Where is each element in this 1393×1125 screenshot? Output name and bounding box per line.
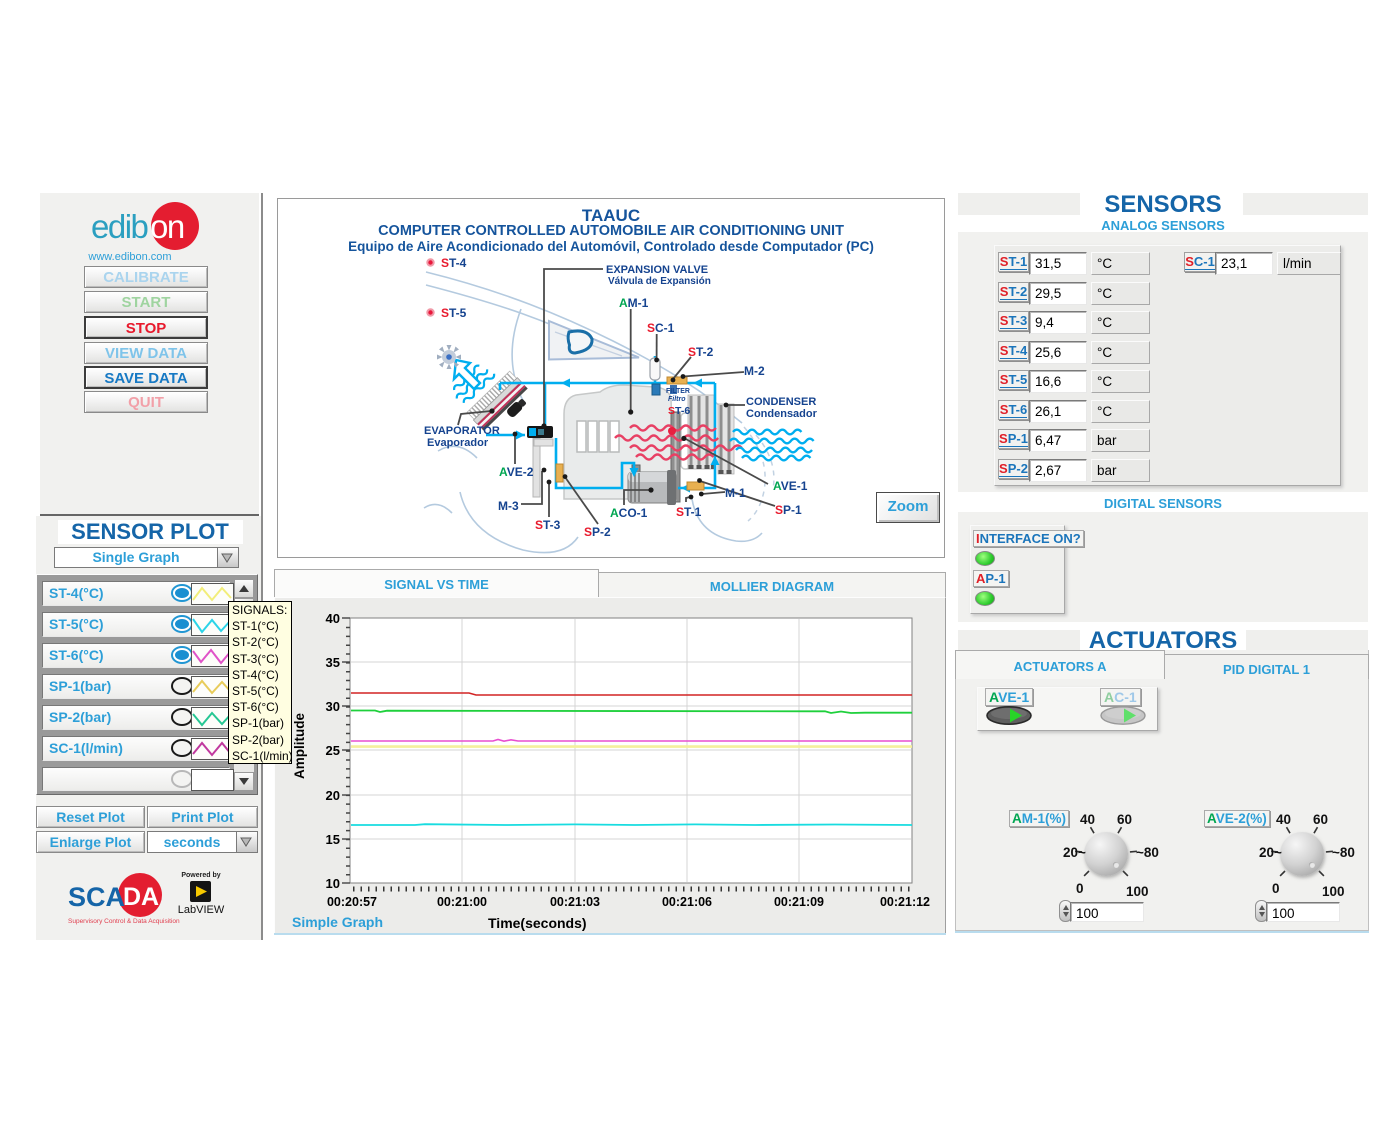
svg-text:SP-1: SP-1 [775,503,802,517]
svg-text:M-1: M-1 [725,486,746,500]
svg-text:Supervisory Control & Data Acq: Supervisory Control & Data Acquisition [68,918,180,925]
svg-text:ST-5: ST-5 [441,306,467,320]
svg-text:SP-2: SP-2 [584,525,611,539]
svg-text:ST-2: ST-2 [688,345,714,359]
svg-text:Time(seconds): Time(seconds) [488,915,587,931]
svg-text:DA: DA [123,883,159,911]
svg-text:SCA: SCA [68,882,125,912]
svg-text:M-3: M-3 [498,499,519,513]
svg-text:LabVIEW: LabVIEW [178,904,225,916]
svg-text:Amplitude: Amplitude [292,713,307,779]
svg-text:ST-4: ST-4 [441,256,467,270]
svg-text:ST-3: ST-3 [535,518,561,532]
svg-text:edib: edib [91,208,148,245]
svg-text:00:20:57: 00:20:57 [327,895,377,909]
svg-text:Válvula de Expansión: Válvula de Expansión [608,276,711,287]
svg-text:FILTER: FILTER [666,388,690,395]
svg-text:10: 10 [326,876,340,891]
svg-text:M-2: M-2 [744,364,765,378]
svg-text:00:21:09: 00:21:09 [774,895,824,909]
svg-text:SC-1: SC-1 [647,321,675,335]
svg-text:25: 25 [326,743,340,758]
svg-text:Powered by: Powered by [181,872,220,879]
svg-text:20: 20 [326,788,340,803]
svg-text:15: 15 [326,832,340,847]
svg-text:ST-6: ST-6 [668,405,690,417]
svg-text:CONDENSER: CONDENSER [746,396,816,408]
svg-text:30: 30 [326,699,340,714]
svg-text:Condensador: Condensador [746,408,818,420]
svg-text:35: 35 [326,655,340,670]
svg-text:00:21:12: 00:21:12 [880,895,930,909]
svg-text:AVE-2: AVE-2 [499,465,534,479]
svg-text:00:21:06: 00:21:06 [662,895,712,909]
svg-text:EVAPORATOR: EVAPORATOR [424,425,500,437]
svg-text:ACO-1: ACO-1 [610,506,648,520]
svg-text:40: 40 [326,611,340,626]
svg-text:AM-1: AM-1 [619,296,649,310]
svg-text:EXPANSION VALVE: EXPANSION VALVE [606,264,708,276]
svg-text:00:21:00: 00:21:00 [437,895,487,909]
svg-text:Filtro: Filtro [668,396,686,403]
svg-text:on: on [150,208,184,245]
svg-text:AVE-1: AVE-1 [773,479,808,493]
svg-text:00:21:03: 00:21:03 [550,895,600,909]
svg-text:ST-1: ST-1 [676,505,702,519]
svg-text:Evaporador: Evaporador [427,437,489,449]
